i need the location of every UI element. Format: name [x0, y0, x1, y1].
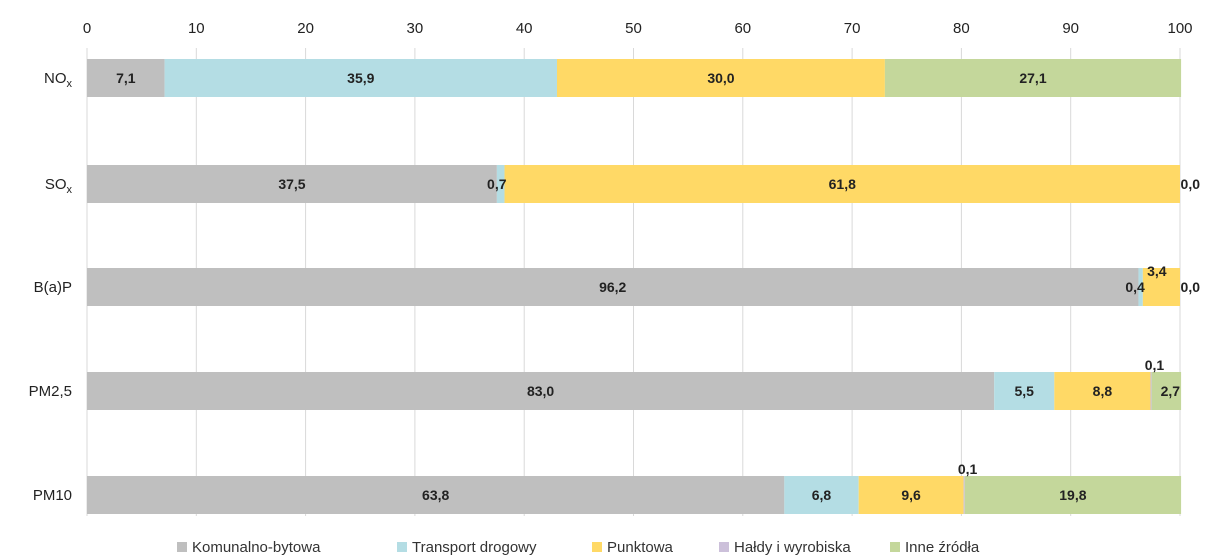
x-tick-label-20: 20	[297, 20, 314, 37]
bar-b-a-p-punktowa	[1142, 268, 1180, 306]
data-label-pm10-inne-zrodla: 19,8	[1059, 487, 1086, 503]
bars	[87, 59, 1182, 514]
x-tick-label-70: 70	[844, 20, 861, 37]
category-label-pm10: PM10	[33, 487, 72, 504]
x-tick-label-80: 80	[953, 20, 970, 37]
legend-label-komunalno-bytowa: Komunalno-bytowa	[192, 539, 321, 556]
x-axis-ticks: 0 10 20 30 40 50 60 70 80 90 100	[83, 20, 1193, 37]
data-label-no-komunalno-bytowa: 7,1	[116, 70, 136, 86]
data-label-pm2-5-inne-zrodla: 2,7	[1161, 383, 1181, 399]
x-tick-label-40: 40	[516, 20, 533, 37]
data-label-no-inne-zrodla: 27,1	[1019, 70, 1046, 86]
category-label-so: SOx	[45, 176, 73, 196]
data-label-b-a-p-transport-drogowy: 0,4	[1125, 279, 1145, 295]
bar-pm2-5-transport-drogowy	[994, 372, 1055, 410]
bar-so-transport-drogowy	[496, 165, 505, 203]
category-label-b-a-p: B(a)P	[34, 279, 72, 296]
x-tick-label-100: 100	[1167, 20, 1192, 37]
bar-so-komunalno-bytowa	[87, 165, 497, 203]
x-tick-label-0: 0	[83, 20, 91, 37]
data-label-b-a-p-punktowa: 3,4	[1147, 263, 1167, 279]
data-label-pm2-5-komunalno-bytowa: 83,0	[527, 383, 554, 399]
data-label-no-transport-drogowy: 35,9	[347, 70, 374, 86]
legend-swatch-komunalno-bytowa	[177, 542, 187, 552]
bar-pm2-5-komunalno-bytowa	[87, 372, 995, 410]
legend-label-inne-zrodla: Inne źródła	[905, 539, 980, 556]
legend-label-transport-drogowy: Transport drogowy	[412, 539, 537, 556]
bar-no-transport-drogowy	[164, 59, 557, 97]
data-labels: 7,1 35,9 30,0 27,1 37,5 0,7 61,8 0,0 96,2 0,43,4 0…	[116, 70, 1200, 503]
bar-pm10-punktowa	[858, 476, 964, 514]
category-labels: NOx SOx B(a)P PM2,5 PM10	[29, 70, 73, 504]
bar-pm10-inne-zrodla	[964, 476, 1182, 514]
legend: Komunalno-bytowa Transport drogowy Punktow…	[177, 539, 980, 556]
legend-swatch-punktowa	[592, 542, 602, 552]
bar-pm10-komunalno-bytowa	[87, 476, 785, 514]
x-tick-label-50: 50	[625, 20, 642, 37]
legend-swatch-haldy-i-wyrobiska	[719, 542, 729, 552]
bar-no-komunalno-bytowa	[87, 59, 165, 97]
data-label-pm10-komunalno-bytowa: 63,8	[422, 487, 449, 503]
bar-so-punktowa	[504, 165, 1180, 203]
bar-pm10-transport-drogowy	[784, 476, 859, 514]
data-label-pm2-5-transport-drogowy: 5,5	[1015, 383, 1035, 399]
legend-label-haldy-i-wyrobiska: Hałdy i wyrobiska	[734, 539, 851, 556]
category-label-pm2-5: PM2,5	[29, 383, 72, 400]
bar-no-inne-zrodla	[884, 59, 1182, 97]
data-label-b-a-p-inne-zrodla: 0,0	[1181, 279, 1201, 295]
category-label-no: NOx	[44, 70, 73, 90]
data-label-so-punktowa: 61,8	[829, 176, 856, 192]
data-label-so-inne-zrodla: 0,0	[1181, 176, 1201, 192]
x-tick-label-10: 10	[188, 20, 205, 37]
data-label-so-komunalno-bytowa: 37,5	[278, 176, 305, 192]
x-tick-label-60: 60	[734, 20, 751, 37]
data-label-pm2-5-punktowa: 8,8	[1093, 383, 1113, 399]
legend-label-punktowa: Punktowa	[607, 539, 674, 556]
bar-pm10-haldy-i-wyrobiska	[963, 476, 965, 514]
bar-pm2-5-haldy-i-wyrobiska	[1150, 372, 1152, 410]
data-label-pm10-haldy-i-wyrobiska: 0,1	[958, 461, 978, 477]
data-label-pm10-punktowa: 9,6	[901, 487, 921, 503]
bar-b-a-p-komunalno-bytowa	[87, 268, 1139, 306]
data-label-b-a-p-komunalno-bytowa: 96,2	[599, 279, 626, 295]
bar-pm2-5-punktowa	[1054, 372, 1151, 410]
data-label-pm10-transport-drogowy: 6,8	[812, 487, 832, 503]
data-label-no-punktowa: 30,0	[707, 70, 734, 86]
data-label-pm2-5-haldy-i-wyrobiska: 0,1	[1145, 357, 1165, 373]
legend-swatch-transport-drogowy	[397, 542, 407, 552]
x-tick-label-30: 30	[407, 20, 424, 37]
x-tick-label-90: 90	[1062, 20, 1079, 37]
legend-swatch-inne-zrodla	[890, 542, 900, 552]
bar-pm2-5-inne-zrodla	[1151, 372, 1182, 410]
bar-no-punktowa	[556, 59, 885, 97]
bar-b-a-p-transport-drogowy	[1138, 268, 1143, 306]
data-label-so-transport-drogowy: 0,7	[487, 176, 507, 192]
